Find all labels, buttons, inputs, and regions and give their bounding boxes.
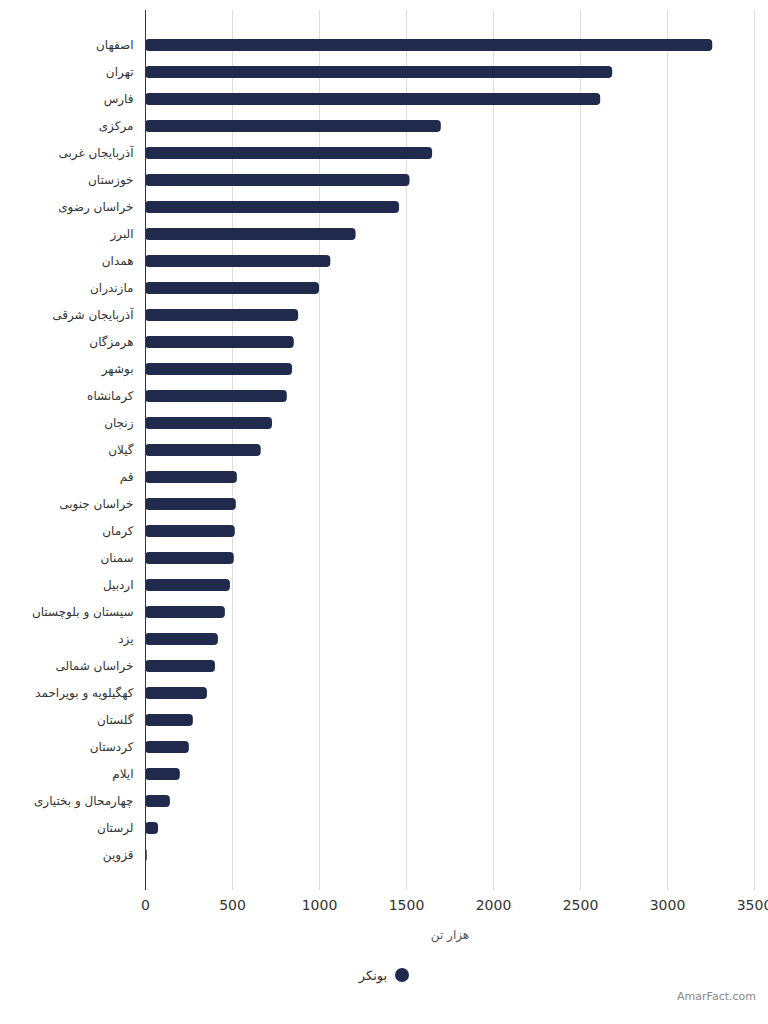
svg-text:مازندران: مازندران bbox=[90, 281, 133, 296]
svg-text:آذربایجان غربی: آذربایجان غربی bbox=[58, 145, 134, 161]
svg-text:کردستان: کردستان bbox=[90, 740, 134, 755]
svg-text:3000: 3000 bbox=[650, 897, 686, 913]
svg-text:3500: 3500 bbox=[737, 897, 768, 913]
svg-text:خراسان جنوبی: خراسان جنوبی bbox=[59, 497, 133, 512]
svg-text:کرمان: کرمان bbox=[102, 524, 134, 539]
svg-text:سیستان و بلوچستان: سیستان و بلوچستان bbox=[32, 605, 134, 620]
svg-text:یزد: یزد bbox=[118, 632, 133, 647]
svg-text:2500: 2500 bbox=[563, 897, 599, 913]
html-text:بونکر: بونکر bbox=[358, 967, 388, 983]
svg-text:لرستان: لرستان bbox=[97, 821, 133, 836]
svg-text:فارس: فارس bbox=[104, 92, 134, 107]
svg-text:تهران: تهران bbox=[106, 65, 134, 80]
svg-text:همدان: همدان bbox=[102, 254, 134, 268]
svg-text:مرکزی: مرکزی bbox=[99, 119, 134, 134]
svg-text:کهگیلویه و بویراحمد: کهگیلویه و بویراحمد bbox=[35, 686, 134, 701]
svg-text:قزوین: قزوین bbox=[103, 848, 134, 863]
svg-text:خراسان رضوی: خراسان رضوی bbox=[58, 200, 133, 215]
svg-text:خوزستان: خوزستان bbox=[88, 173, 134, 188]
svg-text:ایلام: ایلام bbox=[112, 767, 133, 781]
svg-text:البرز: البرز bbox=[109, 227, 133, 242]
svg-text:گیلان: گیلان bbox=[108, 443, 134, 457]
svg-text:اصفهان: اصفهان bbox=[96, 38, 134, 52]
svg-text:چهارمحال و بختیاری: چهارمحال و بختیاری bbox=[34, 794, 134, 809]
svg-text:500: 500 bbox=[219, 897, 246, 913]
svg-text:1000: 1000 bbox=[302, 897, 338, 913]
svg-text:زنجان: زنجان bbox=[104, 416, 134, 431]
svg-text:هرمزگان: هرمزگان bbox=[89, 335, 133, 350]
svg-text:هزار تن: هزار تن bbox=[431, 928, 469, 943]
svg-text:کرمانشاه: کرمانشاه bbox=[87, 389, 134, 404]
svg-text:گلستان: گلستان bbox=[97, 713, 134, 727]
svg-text:سمنان: سمنان bbox=[100, 551, 133, 565]
svg-text:بوشهر: بوشهر bbox=[101, 362, 134, 377]
svg-text:1500: 1500 bbox=[389, 897, 425, 913]
svg-text:اردبیل: اردبیل bbox=[103, 578, 134, 593]
svg-text:قم: قم bbox=[120, 470, 134, 484]
svg-text:2000: 2000 bbox=[476, 897, 512, 913]
svg-text:آذربایجان شرقی: آذربایجان شرقی bbox=[52, 307, 134, 323]
svg-text:0: 0 bbox=[141, 897, 150, 913]
html-text:AmarFact.com: AmarFact.com bbox=[677, 990, 756, 1003]
svg-text:خراسان شمالی: خراسان شمالی bbox=[55, 659, 133, 674]
